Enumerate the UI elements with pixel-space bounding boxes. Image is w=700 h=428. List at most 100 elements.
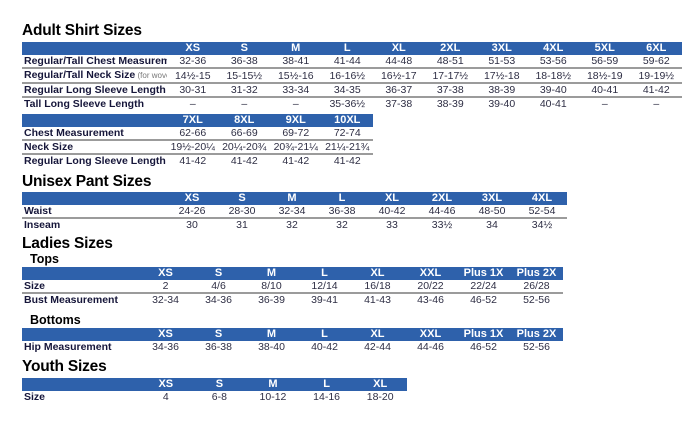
subsection-label-tops: Tops: [30, 252, 59, 266]
adult-shirt-extended-table: 7XL 8XL 9XL 10XL Chest Measurement 62-66 66-69…: [22, 114, 700, 167]
section-title-unisex-pant-sizes: Unisex Pant Sizes: [22, 173, 152, 190]
size-table: XS S M L XL 2XL 3XL 4XL Waist 24-26 28-30 32-34 36-3…: [22, 192, 567, 231]
size-value-cell: 48-51: [436, 55, 464, 67]
row-label-text: Chest Measurement: [24, 127, 124, 139]
size-value-cell: 24-26: [178, 205, 206, 217]
size-value-cell: 33: [386, 219, 398, 231]
size-value-cell: 72-74: [333, 127, 361, 139]
size-column-header: L: [299, 378, 354, 391]
row-label: Bust Measurement: [22, 293, 139, 306]
size-value-cell: 19½-20¼: [170, 141, 215, 153]
size-value-cell: 34-36: [152, 341, 179, 353]
size-column-header: 7XL: [167, 114, 219, 127]
size-value-cell: 18½-19: [586, 69, 623, 82]
size-value-cell: 69-72: [282, 127, 310, 139]
size-value-cell: 40-41: [539, 98, 567, 110]
size-value-cell: 62-66: [179, 127, 207, 139]
ladies-tops-table: XS S M L XL XXL Plus 1X Plus 2X Size 2 4/6 8/10 12/1…: [22, 267, 700, 306]
size-value-cell: 4: [162, 391, 169, 403]
size-table: 7XL 8XL 9XL 10XL Chest Measurement 62-66 66-69…: [22, 114, 373, 167]
size-column-header: 4XL: [517, 192, 567, 205]
row-label-text: Size: [24, 391, 46, 403]
size-value-cell: 2: [162, 280, 169, 292]
size-value-cell: 41-42: [642, 84, 670, 96]
size-value-cell: 20¼-20¾: [222, 141, 267, 153]
size-value-cell: 19-19½: [638, 69, 675, 82]
row-label: Inseam: [22, 218, 167, 231]
row-label-text: Inseam: [24, 219, 61, 231]
header-row: XS S M L XL 2XL 3XL 4XL 5XL 6XL: [22, 42, 682, 55]
size-value-cell: 52-56: [523, 341, 550, 353]
row-label-text: Waist: [24, 205, 52, 217]
header-row: XS S M L XL 2XL 3XL 4XL: [22, 192, 567, 205]
size-value-cell: 31: [236, 219, 248, 231]
row-label-note: (for woven shirts): [137, 71, 167, 80]
size-value-cell: 37-38: [436, 84, 464, 96]
row-label: Tall Long Sleeve Length: [22, 97, 167, 110]
size-column-header: XS: [139, 328, 192, 341]
row-label-text: Neck Size: [24, 141, 74, 153]
size-column-header: XS: [139, 378, 193, 391]
size-chart-page: Adult Shirt Sizes XS S M L XL 2XL 3XL 4XL 5XL 6XL…: [22, 23, 700, 403]
size-column-header: 3XL: [467, 192, 517, 205]
size-value-cell: 22/24: [470, 280, 497, 292]
size-value-cell: 8/10: [261, 280, 282, 292]
size-column-header: XL: [373, 42, 425, 55]
size-value-cell: 38-40: [258, 341, 285, 353]
table-row: Regular Long Sleeve Length 30-31 31-32 33-3…: [22, 83, 682, 97]
size-value-cell: 52-56: [523, 294, 550, 306]
size-value-cell: 41-42: [230, 155, 258, 167]
size-column-header: L: [298, 267, 351, 280]
size-column-header: Plus 2X: [510, 328, 563, 341]
size-column-header: S: [218, 42, 270, 55]
size-value-cell: 34: [486, 219, 498, 231]
size-column-header: S: [192, 378, 247, 391]
header-row: XS S M L XL: [22, 378, 407, 391]
header-row: 7XL 8XL 9XL 10XL: [22, 114, 373, 127]
ladies-bottoms-table: XS S M L XL XXL Plus 1X Plus 2X Hip Measurement 3…: [22, 328, 700, 353]
size-value-cell: 36-38: [205, 341, 232, 353]
youth-size-table: XS S M L XL Size 4 6-8 10-12 14-16 18-20: [22, 378, 700, 403]
size-value-cell: 17-17½: [432, 69, 469, 82]
size-value-cell: 35-36½: [329, 98, 366, 110]
size-value-cell: 34½: [531, 219, 553, 231]
size-value-cell: 41-42: [179, 155, 207, 167]
row-label: Neck Size: [22, 140, 167, 154]
size-value-cell: 66-69: [230, 127, 258, 139]
size-column-header: M: [245, 267, 298, 280]
row-label: Chest Measurement: [22, 127, 167, 140]
size-column-header: S: [192, 328, 245, 341]
size-table: XS S M L XL 2XL 3XL 4XL 5XL 6XL Regular/Tall Chest…: [22, 42, 682, 110]
adult-shirt-main-table: XS S M L XL 2XL 3XL 4XL 5XL 6XL Regular/Tall Chest…: [22, 42, 700, 110]
size-column-header: 2XL: [424, 42, 476, 55]
size-column-header: XXL: [404, 328, 457, 341]
size-value-cell: 16-16½: [329, 69, 366, 82]
header-spacer: [22, 192, 167, 205]
size-value-cell: 53-56: [539, 55, 567, 67]
size-column-header: M: [270, 42, 322, 55]
size-table: XS S M L XL XXL Plus 1X Plus 2X Size 2 4/6 8/10 12/1…: [22, 267, 563, 306]
size-value-cell: 37-38: [385, 98, 413, 110]
row-label: Size: [22, 280, 139, 293]
row-label-text: Regular/Tall Chest Measurement: [24, 55, 167, 67]
size-column-header: 5XL: [579, 42, 631, 55]
header-spacer: [22, 114, 167, 127]
row-label-text: Regular/Tall Neck Size: [24, 69, 136, 81]
size-column-header: XL: [353, 378, 407, 391]
size-column-header: XS: [139, 267, 192, 280]
size-column-header: S: [217, 192, 267, 205]
row-label: Regular Long Sleeve Length: [22, 83, 167, 97]
section-title-youth-sizes: Youth Sizes: [22, 358, 107, 375]
size-value-cell: 18-20: [366, 391, 394, 403]
size-column-header: L: [298, 328, 351, 341]
size-value-cell: –: [601, 98, 608, 110]
size-value-cell: 41-42: [282, 155, 310, 167]
size-column-header: 3XL: [476, 42, 528, 55]
size-value-cell: –: [292, 98, 299, 110]
size-value-cell: 41-44: [333, 55, 361, 67]
unisex-pant-table: XS S M L XL 2XL 3XL 4XL Waist 24-26 28-30 32-34 36-3…: [22, 192, 700, 231]
size-value-cell: 16½-17: [380, 69, 417, 82]
header-spacer: [22, 378, 139, 391]
row-label: Waist: [22, 205, 167, 218]
table-row: Waist 24-26 28-30 32-34 36-38 40-42 44-46 48-50…: [22, 205, 567, 218]
